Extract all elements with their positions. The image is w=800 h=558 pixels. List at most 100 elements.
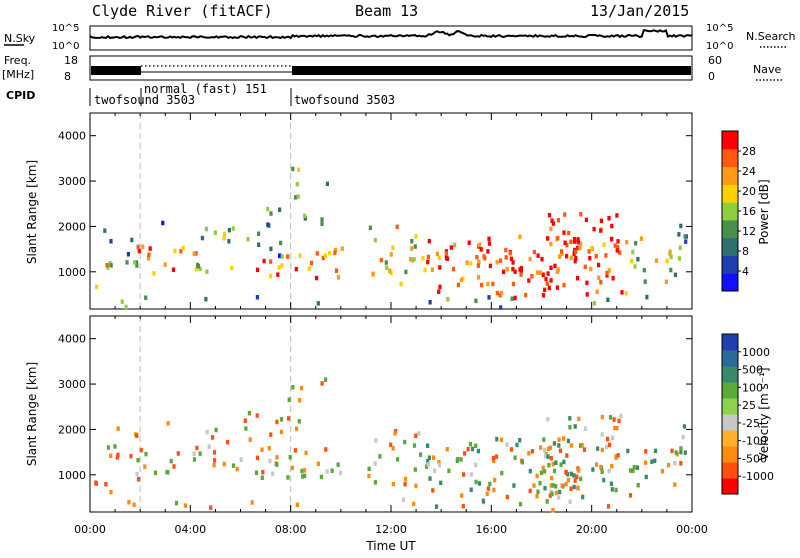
data-cell [505,442,509,447]
data-cell [541,465,545,471]
data-cell [636,256,640,262]
data-cell [643,279,647,284]
data-cell [127,499,131,505]
data-cell [371,271,375,277]
data-cell [373,237,377,243]
data-cell [528,488,532,494]
data-cell [139,447,143,453]
data-cell [679,461,683,466]
data-cell [469,261,473,266]
data-cell [291,385,295,390]
data-cell [461,503,465,509]
data-cell [511,266,515,272]
data-cell [509,447,514,452]
data-cell [204,226,209,232]
data-cell [213,230,217,235]
y-tick-label: 3000 [58,175,86,188]
data-cell [174,500,179,506]
colorbar-swatch [722,334,738,351]
data-cell [574,249,578,254]
data-cell [460,493,464,498]
data-cell [373,480,377,485]
x-tick-label: 00:00 [676,523,708,536]
data-cell [431,488,435,493]
data-cell [109,490,113,495]
data-cell [495,436,499,442]
data-cell [212,450,217,455]
data-cell [543,469,547,474]
data-cell [144,295,148,300]
data-cell [445,447,449,452]
data-cell [195,445,199,451]
data-cell [682,424,686,429]
data-cell [470,446,475,452]
data-cell [669,267,673,273]
data-cell [227,227,231,233]
data-cell [684,239,688,244]
data-cell [426,254,430,260]
data-cell [543,287,547,293]
data-cell [562,459,566,465]
data-cell [495,290,499,296]
data-cell [607,216,611,221]
data-cell [192,251,196,256]
y-tick-label: 4000 [58,333,86,346]
data-cell [231,226,235,231]
data-cell [459,457,463,462]
data-cell [583,264,587,270]
freq-label: Freq. [4,54,31,67]
y-tick-label: 2000 [58,220,86,233]
data-cell [581,494,585,500]
data-cell [205,269,209,274]
data-cell [435,251,439,257]
data-cell [643,460,648,465]
data-cell [438,284,442,290]
data-cell [560,483,564,488]
data-cell [515,442,519,448]
data-cell [557,437,561,442]
data-cell [333,250,337,256]
data-cell [447,468,451,473]
data-cell [502,269,506,275]
data-cell [604,444,609,450]
power-cells [95,113,688,310]
freq-unit: [MHz] [2,68,34,81]
data-cell [620,290,624,295]
data-cell [336,275,341,280]
data-cell [539,470,543,475]
data-cell [239,457,243,462]
colorbar-tick-label: 1000 [742,346,770,359]
data-cell [572,237,577,242]
data-cell [449,245,453,250]
data-cell [486,486,490,491]
data-cell [594,462,599,467]
data-cell [568,499,572,504]
colorbar-swatch [722,414,738,431]
data-cell [412,443,417,448]
data-cell [487,241,492,246]
data-cell [211,435,215,440]
data-cell [388,268,392,273]
data-cell [552,441,556,446]
x-tick-label: 20:00 [576,523,608,536]
data-cell [104,482,108,487]
data-cell [588,256,592,261]
data-cell [172,464,176,469]
data-cell [605,273,609,278]
data-cell [437,462,442,468]
data-cell [536,253,540,258]
data-cell [334,268,339,273]
data-cell [129,453,133,459]
data-cell [511,281,515,287]
data-cell [467,240,471,245]
data-cell [476,448,480,454]
data-cell [315,275,319,281]
data-cell [554,484,558,489]
data-cell [399,281,403,287]
data-cell [607,468,611,474]
x-tick-label: 16:00 [475,523,507,536]
data-cell [325,469,329,474]
data-cell [260,475,264,480]
data-cell [278,253,282,258]
data-cell [254,470,259,475]
